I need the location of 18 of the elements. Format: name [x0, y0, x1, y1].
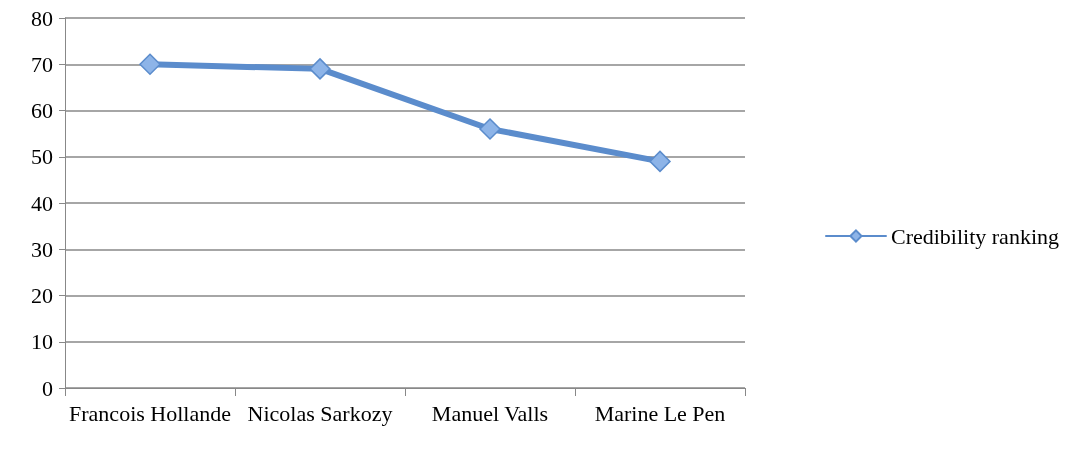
x-tick-label: Francois Hollande: [69, 400, 231, 426]
point: [479, 118, 501, 140]
x-tick-label: Marine Le Pen: [594, 400, 726, 426]
x-tick-label: Nicolas Sarkozy: [247, 400, 393, 426]
point: [139, 53, 161, 75]
y-tick-label: 10: [31, 329, 53, 355]
y-tick-label: 20: [31, 283, 53, 308]
y-tick-label: 30: [31, 236, 53, 262]
x-tick-label: Manuel Valls: [431, 400, 549, 426]
y-tick-label: 60: [31, 98, 53, 123]
y-tick-label: 40: [31, 190, 53, 216]
legend-label: Credibility ranking: [890, 223, 1059, 249]
point: [309, 58, 331, 80]
y-tick-label: 70: [31, 51, 53, 77]
y-tick-label: 80: [31, 5, 53, 31]
y-tick-label: 0: [42, 375, 53, 401]
point: [649, 150, 671, 173]
y-tick-label: 50: [31, 144, 53, 170]
